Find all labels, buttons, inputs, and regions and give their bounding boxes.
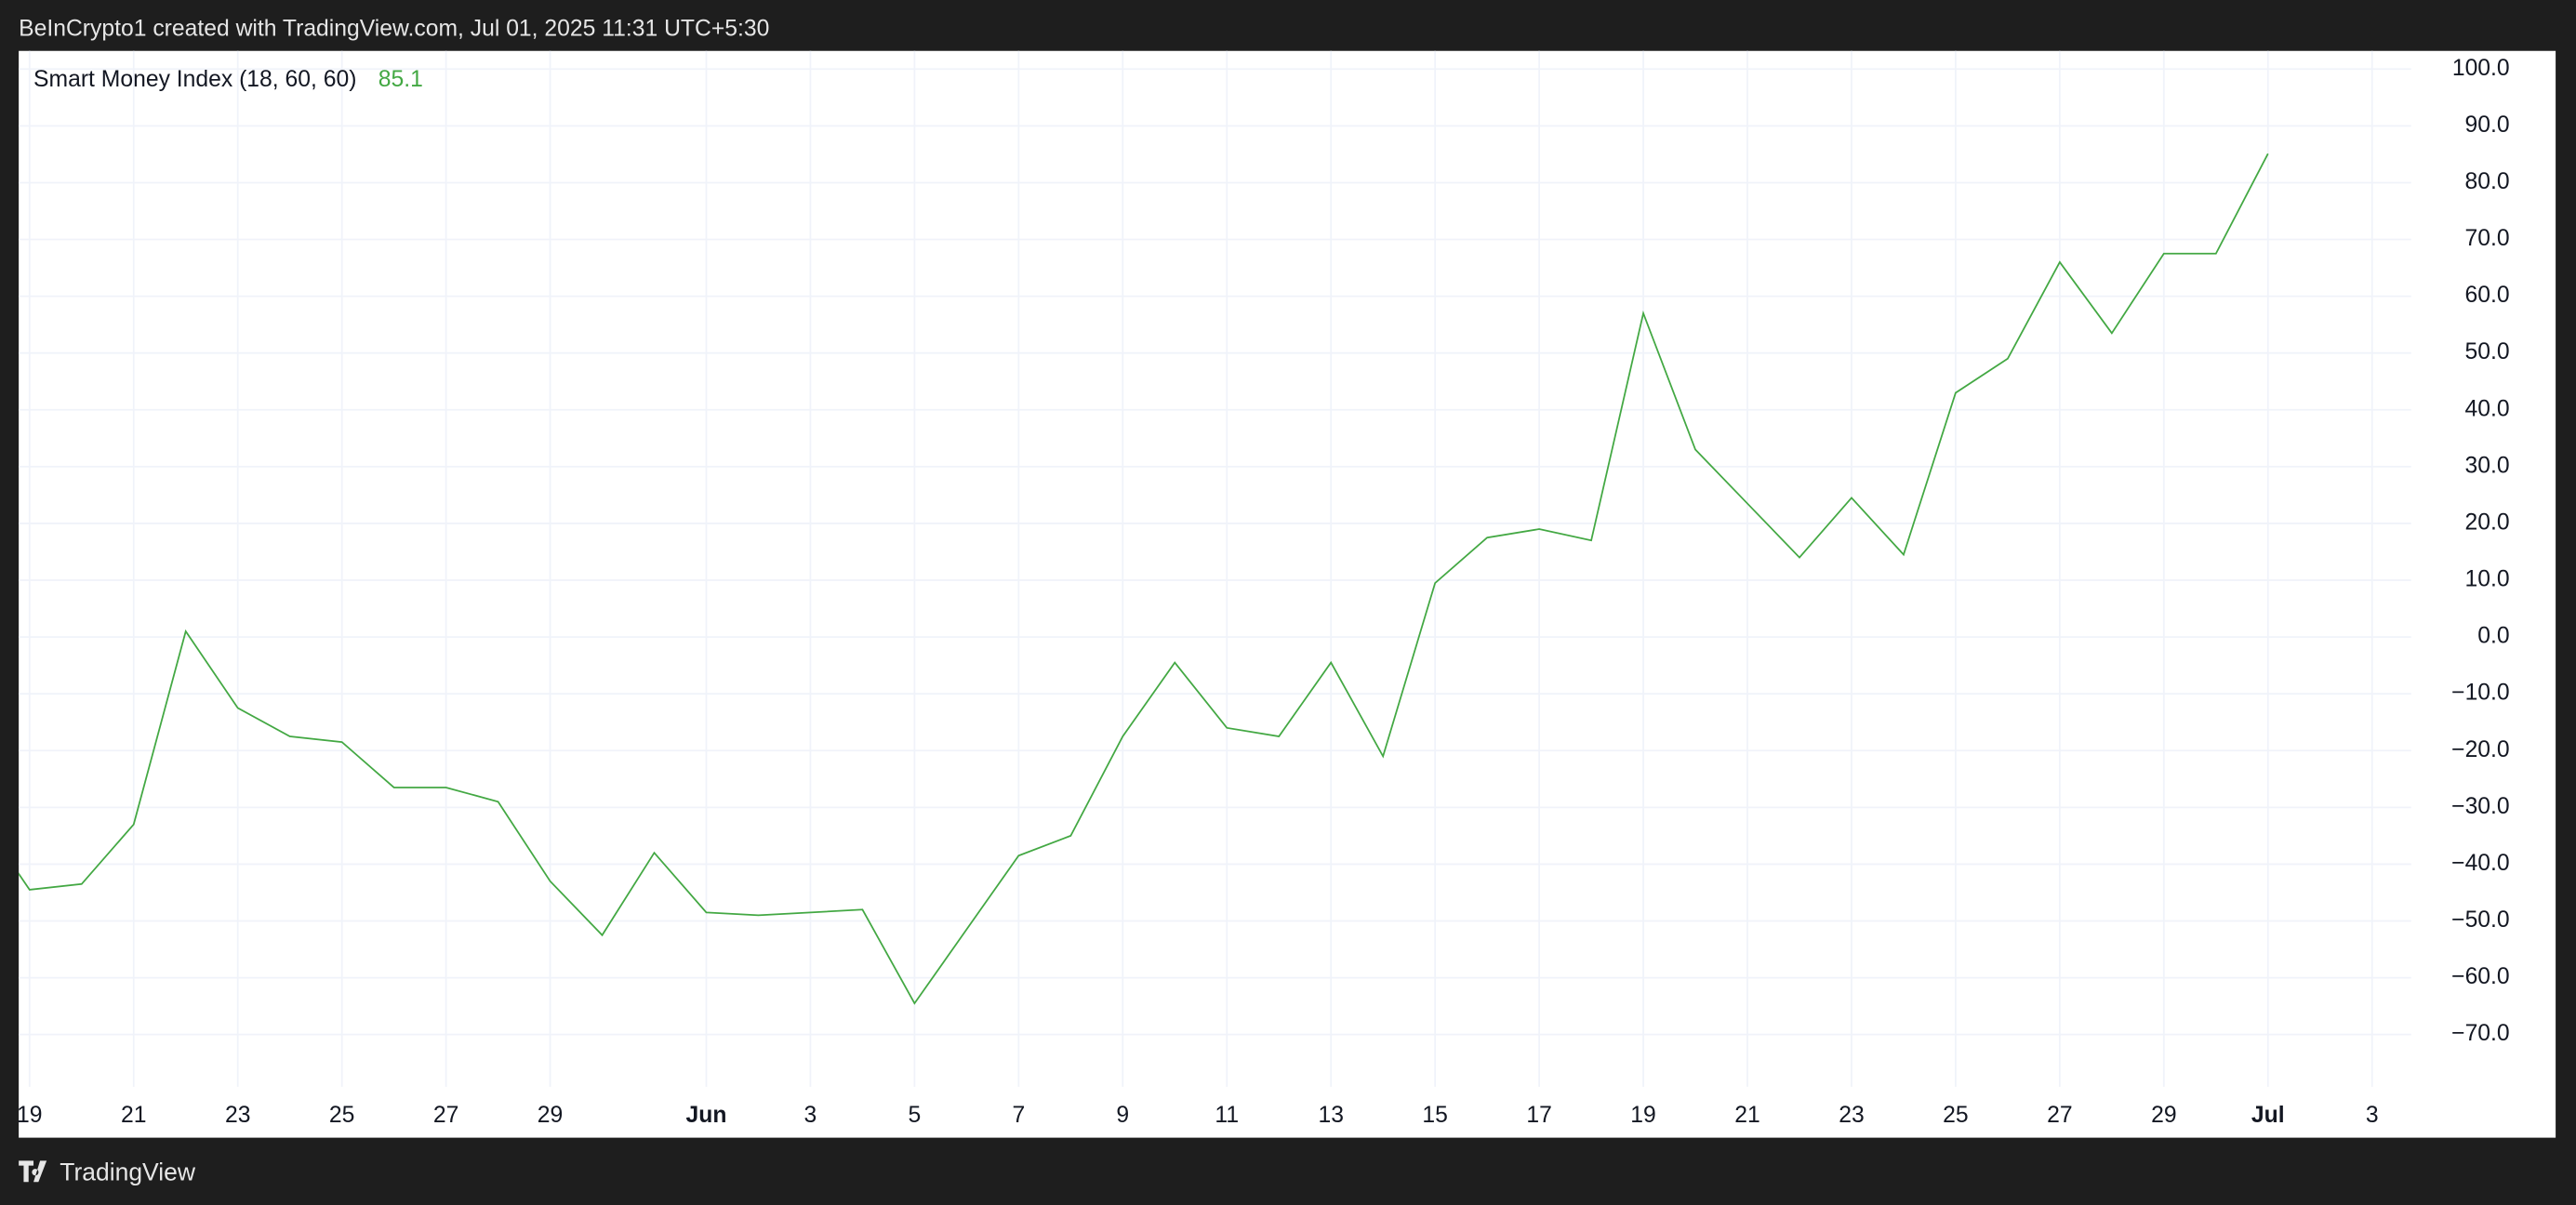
x-tick-label: 29 [538,1103,563,1128]
x-tick-label: 23 [1839,1103,1864,1128]
x-tick-label: 21 [121,1103,146,1128]
brand-logo [19,1160,47,1183]
x-tick-label: 25 [1943,1103,1968,1128]
x-tick-label: 25 [329,1103,354,1128]
y-tick-label: 90.0 [2465,113,2510,138]
y-tick-label: 80.0 [2465,169,2510,194]
plot [19,152,2269,1005]
chart-panel [19,50,2556,1138]
x-tick-label: Jul [2251,1103,2285,1128]
header-title: BeInCrypto1 created with TradingView.com… [19,16,769,41]
y-tick-label: 10.0 [2465,567,2510,592]
x-tick-label: 9 [1116,1103,1129,1128]
x-tick-label: 27 [2047,1103,2072,1128]
x-tick-label: 15 [1422,1103,1447,1128]
y-tick-label: −20.0 [2451,737,2510,762]
legend-name: Smart Money Index (18, 60, 60) [33,67,356,92]
y-tick-label: 100.0 [2452,56,2510,81]
x-tick-label: 7 [1012,1103,1025,1128]
y-tick-label: −30.0 [2451,794,2510,819]
labels: 100.090.080.070.060.050.040.030.020.010.… [17,56,2510,1128]
legend-value: 85.1 [378,67,423,92]
x-tick-label: 17 [1526,1103,1551,1128]
y-tick-label: 20.0 [2465,510,2510,535]
x-tick-label: 3 [2366,1103,2379,1128]
x-tick-label: 5 [909,1103,922,1128]
y-tick-label: 0.0 [2477,624,2509,649]
y-tick-label: −60.0 [2451,964,2510,989]
x-tick-label: 13 [1318,1103,1343,1128]
series-line [19,152,2269,1005]
x-tick-label: 3 [804,1103,817,1128]
x-tick-label: 11 [1215,1103,1239,1128]
y-tick-label: −50.0 [2451,907,2510,933]
x-tick-label: 29 [2151,1103,2176,1128]
x-tick-label: Jun [686,1103,727,1128]
y-tick-label: 40.0 [2465,396,2510,421]
x-tick-label: 21 [1734,1103,1759,1128]
y-tick-label: 60.0 [2465,283,2510,308]
x-tick-label: 19 [1630,1103,1655,1128]
y-tick-label: 50.0 [2465,339,2510,364]
brand: TradingView [60,1158,196,1185]
y-tick-label: −10.0 [2451,681,2510,706]
y-tick-label: −70.0 [2451,1021,2510,1046]
x-tick-label: 19 [17,1103,42,1128]
y-tick-label: 30.0 [2465,453,2510,478]
grid [19,50,2411,1087]
x-tick-label: 27 [433,1103,458,1128]
y-tick-label: 70.0 [2465,226,2510,251]
x-tick-label: 23 [225,1103,250,1128]
y-tick-label: −40.0 [2451,851,2510,876]
